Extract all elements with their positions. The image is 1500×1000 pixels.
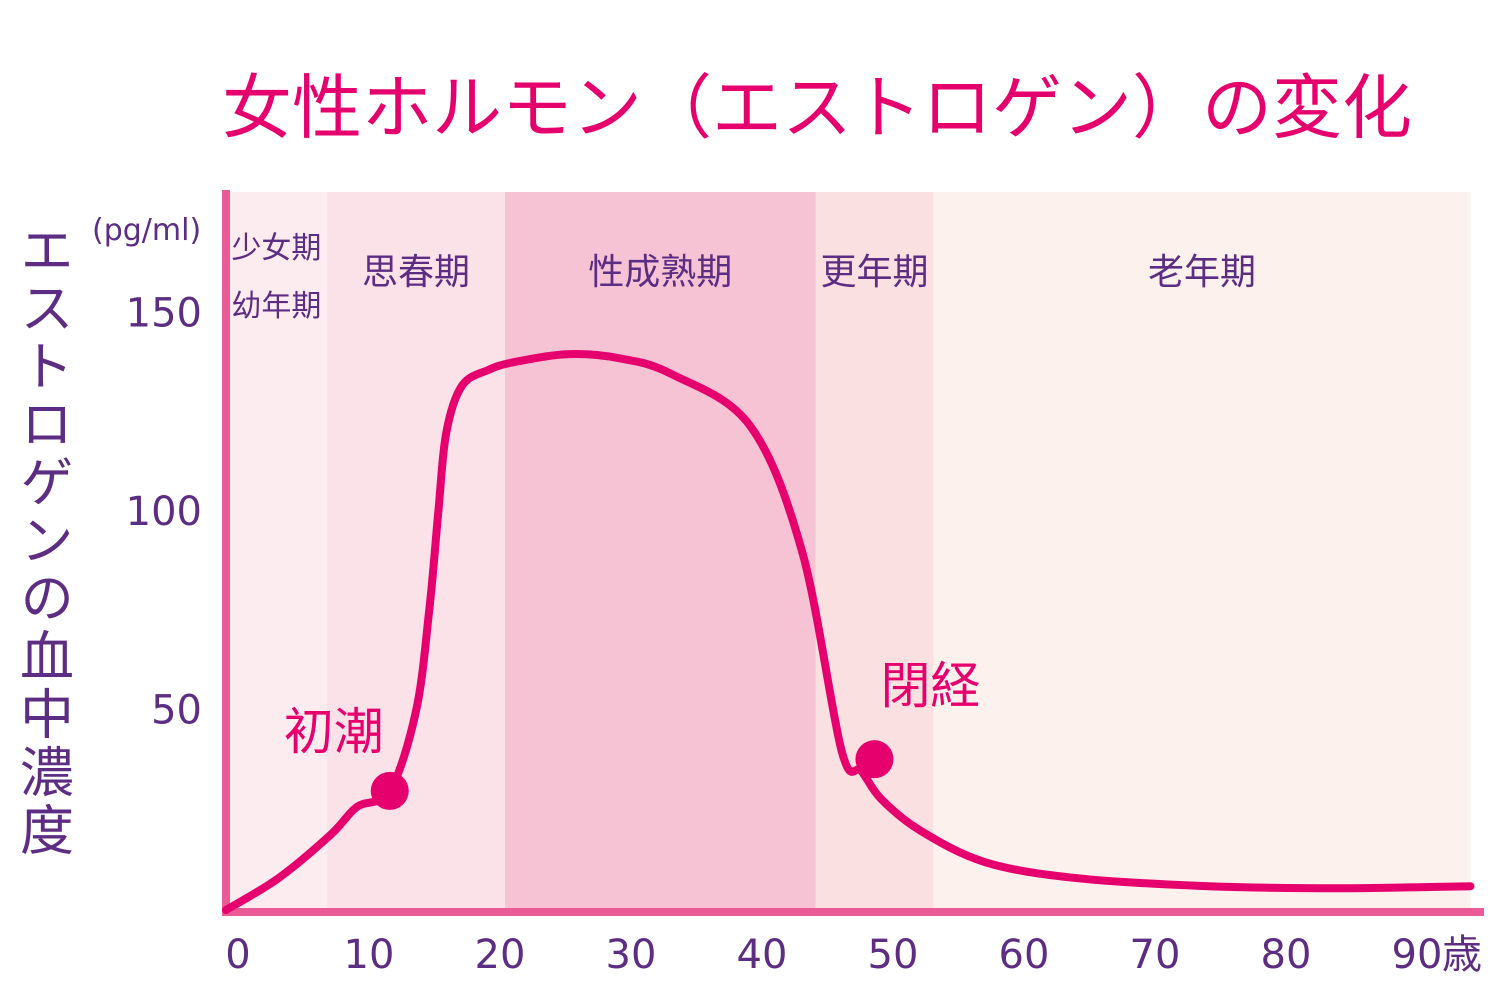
event-label: 閉経	[880, 657, 980, 715]
estrogen-curve	[222, 350, 1475, 914]
stage-label: 少女期	[231, 231, 321, 266]
life-stage-bands	[226, 192, 1471, 912]
y-tick-label: 50	[151, 688, 202, 734]
stage-label: 思春期	[362, 252, 470, 293]
stage-label: 更年期	[820, 252, 928, 293]
y-tick-label: 100	[126, 489, 202, 535]
stage-band	[226, 192, 327, 912]
event-label: 初潮	[284, 703, 384, 761]
stage-band	[815, 192, 934, 912]
x-tick-label: 0	[225, 932, 250, 978]
event-marker	[370, 771, 409, 810]
x-tick-label: 50	[868, 932, 919, 978]
chart-title: 女性ホルモン（エストロゲン）の変化	[222, 67, 1412, 149]
stage-label-secondary: 幼年期	[231, 289, 321, 324]
x-unit-label: 歳	[1442, 932, 1482, 978]
stage-label: 性成熟期	[588, 252, 732, 293]
x-tick-label: 20	[475, 932, 526, 978]
x-tick-label: 70	[1130, 932, 1181, 978]
y-tick-label: 150	[126, 291, 202, 337]
x-tick-labels: 0 10 20 30 40 50 60 70 80 90	[225, 932, 1442, 978]
x-tick-label: 40	[737, 932, 788, 978]
x-tick-label: 90	[1392, 932, 1443, 978]
x-tick-label: 30	[606, 932, 657, 978]
y-axis-label: エストロゲンの血中濃度	[11, 222, 74, 860]
stage-band	[326, 192, 506, 912]
event-marker	[855, 740, 894, 779]
stage-band	[505, 192, 816, 912]
x-tick-label: 60	[999, 932, 1050, 978]
x-tick-label: 80	[1261, 932, 1312, 978]
axes	[222, 190, 1484, 916]
stage-label: 老年期	[1148, 252, 1256, 293]
y-tick-labels: 50 100 150	[126, 291, 202, 734]
event-markers: 初潮 閉経	[284, 657, 980, 810]
stage-band	[933, 192, 1471, 912]
y-unit-label: (pg/ml)	[92, 213, 201, 248]
x-tick-label: 10	[344, 932, 395, 978]
